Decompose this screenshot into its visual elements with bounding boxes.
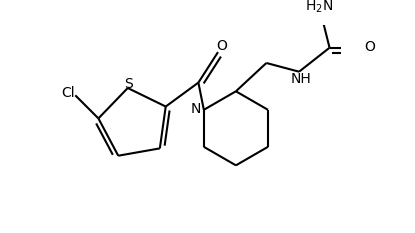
Text: H$_2$N: H$_2$N <box>305 0 333 15</box>
Text: N: N <box>191 102 201 116</box>
Text: O: O <box>364 40 375 54</box>
Text: Cl: Cl <box>61 86 75 100</box>
Text: O: O <box>216 39 227 53</box>
Text: NH: NH <box>291 72 312 86</box>
Text: S: S <box>124 77 133 91</box>
